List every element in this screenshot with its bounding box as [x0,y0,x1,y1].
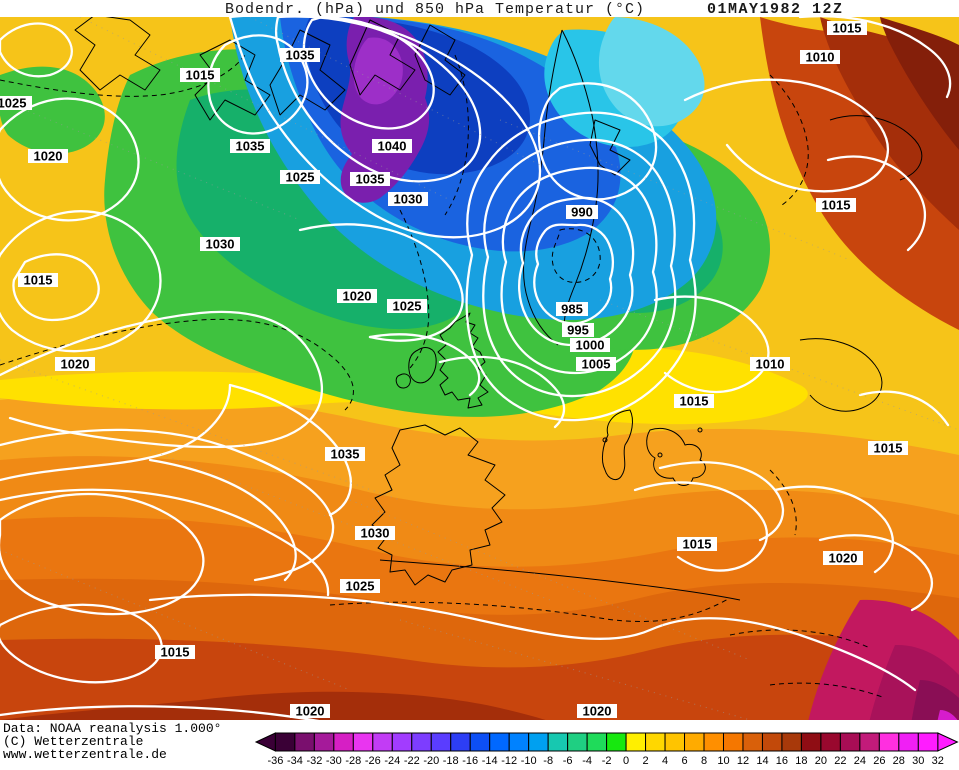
svg-text:-30: -30 [326,755,342,767]
svg-text:30: 30 [912,755,924,767]
svg-text:-14: -14 [482,755,498,767]
svg-text:6: 6 [681,755,687,767]
svg-text:-26: -26 [365,755,381,767]
svg-text:0: 0 [623,755,629,767]
svg-text:-32: -32 [306,755,322,767]
svg-text:-2: -2 [602,755,612,767]
svg-text:14: 14 [756,755,768,767]
svg-text:-36: -36 [267,755,283,767]
svg-text:-20: -20 [423,755,439,767]
svg-text:24: 24 [854,755,866,767]
svg-text:32: 32 [932,755,944,767]
svg-text:-28: -28 [345,755,361,767]
svg-text:28: 28 [893,755,905,767]
svg-text:-6: -6 [563,755,573,767]
svg-text:26: 26 [873,755,885,767]
svg-text:-12: -12 [501,755,517,767]
svg-text:-8: -8 [543,755,553,767]
svg-text:10: 10 [717,755,729,767]
svg-text:12: 12 [737,755,749,767]
svg-text:4: 4 [662,755,668,767]
svg-text:22: 22 [834,755,846,767]
svg-text:16: 16 [776,755,788,767]
svg-text:-22: -22 [404,755,420,767]
svg-text:-16: -16 [462,755,478,767]
svg-text:-18: -18 [443,755,459,767]
svg-text:20: 20 [815,755,827,767]
svg-text:-24: -24 [384,755,400,767]
svg-text:-10: -10 [521,755,537,767]
svg-text:18: 18 [795,755,807,767]
svg-text:8: 8 [701,755,707,767]
svg-text:-34: -34 [287,755,303,767]
svg-text:2: 2 [643,755,649,767]
svg-text:-4: -4 [582,755,592,767]
